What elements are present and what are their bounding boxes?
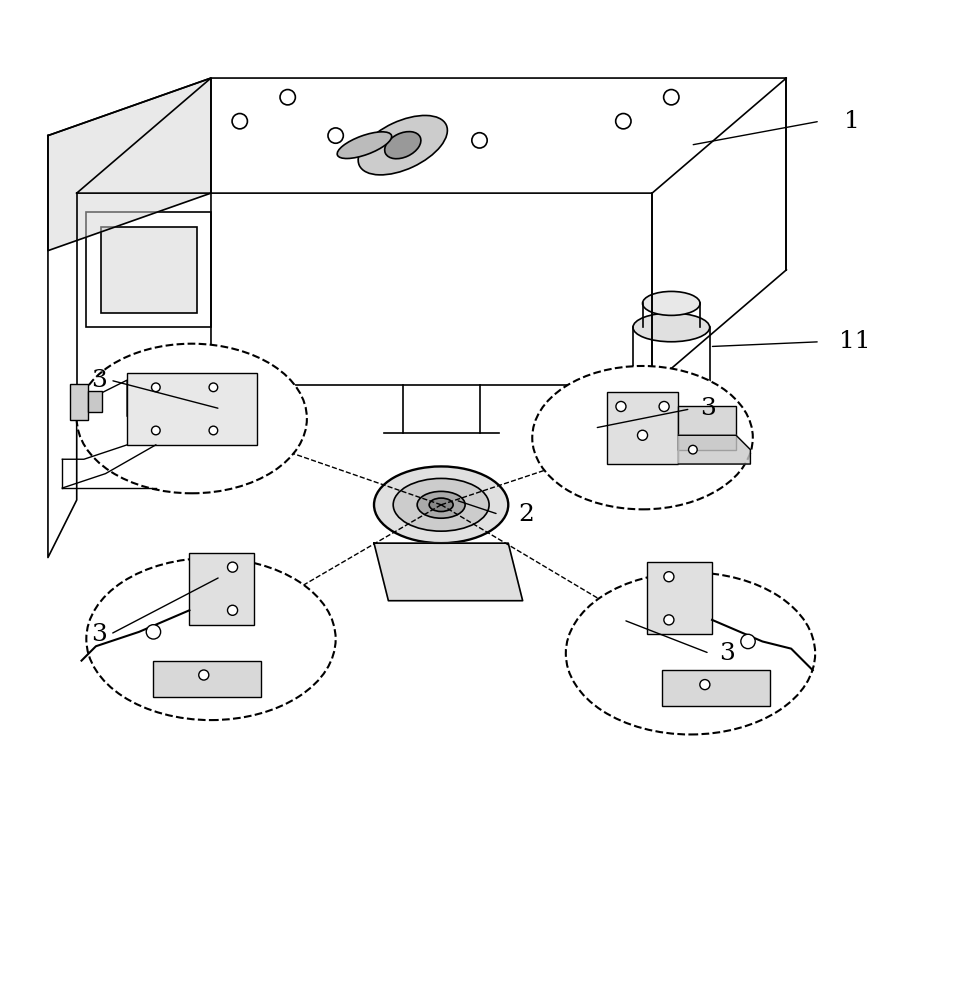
Ellipse shape	[374, 466, 508, 543]
Polygon shape	[374, 543, 523, 601]
Circle shape	[199, 670, 209, 680]
Polygon shape	[679, 435, 751, 464]
Circle shape	[146, 625, 161, 639]
Circle shape	[227, 562, 238, 572]
Circle shape	[227, 605, 238, 615]
Circle shape	[209, 383, 218, 392]
Ellipse shape	[385, 132, 421, 159]
Bar	[190, 553, 254, 625]
Circle shape	[328, 128, 343, 143]
Circle shape	[659, 401, 669, 412]
Ellipse shape	[77, 344, 307, 493]
Circle shape	[280, 90, 295, 105]
Ellipse shape	[338, 132, 391, 159]
Circle shape	[664, 90, 679, 105]
Ellipse shape	[86, 558, 336, 720]
Circle shape	[638, 430, 647, 440]
Circle shape	[700, 680, 710, 690]
Text: 3: 3	[719, 642, 736, 665]
Ellipse shape	[358, 115, 448, 175]
Text: 1: 1	[844, 110, 859, 133]
Circle shape	[152, 383, 160, 392]
Text: 11: 11	[839, 330, 871, 353]
Circle shape	[616, 114, 631, 129]
Bar	[619, 404, 724, 418]
Text: 3: 3	[91, 369, 107, 392]
Bar	[662, 670, 769, 706]
Circle shape	[616, 401, 626, 412]
Ellipse shape	[633, 313, 710, 342]
Circle shape	[209, 426, 218, 435]
Bar	[101, 227, 197, 313]
Ellipse shape	[430, 498, 454, 512]
Text: 3: 3	[700, 397, 716, 420]
Bar	[127, 373, 257, 445]
Text: 3: 3	[91, 623, 107, 646]
Ellipse shape	[532, 366, 753, 509]
Ellipse shape	[643, 291, 700, 315]
Ellipse shape	[566, 572, 815, 734]
Bar	[86, 212, 211, 327]
Circle shape	[740, 634, 756, 649]
Polygon shape	[48, 78, 211, 251]
Circle shape	[472, 133, 487, 148]
Bar	[607, 392, 679, 464]
Circle shape	[664, 615, 674, 625]
Circle shape	[232, 114, 247, 129]
Ellipse shape	[393, 478, 489, 531]
Bar	[647, 562, 712, 634]
Circle shape	[664, 572, 674, 582]
Circle shape	[152, 426, 160, 435]
Bar	[153, 661, 261, 697]
Ellipse shape	[417, 491, 465, 518]
Bar	[87, 391, 102, 412]
Text: 2: 2	[518, 503, 534, 526]
Bar	[70, 384, 87, 420]
Circle shape	[689, 445, 697, 454]
Ellipse shape	[633, 375, 710, 404]
Bar	[679, 406, 737, 450]
